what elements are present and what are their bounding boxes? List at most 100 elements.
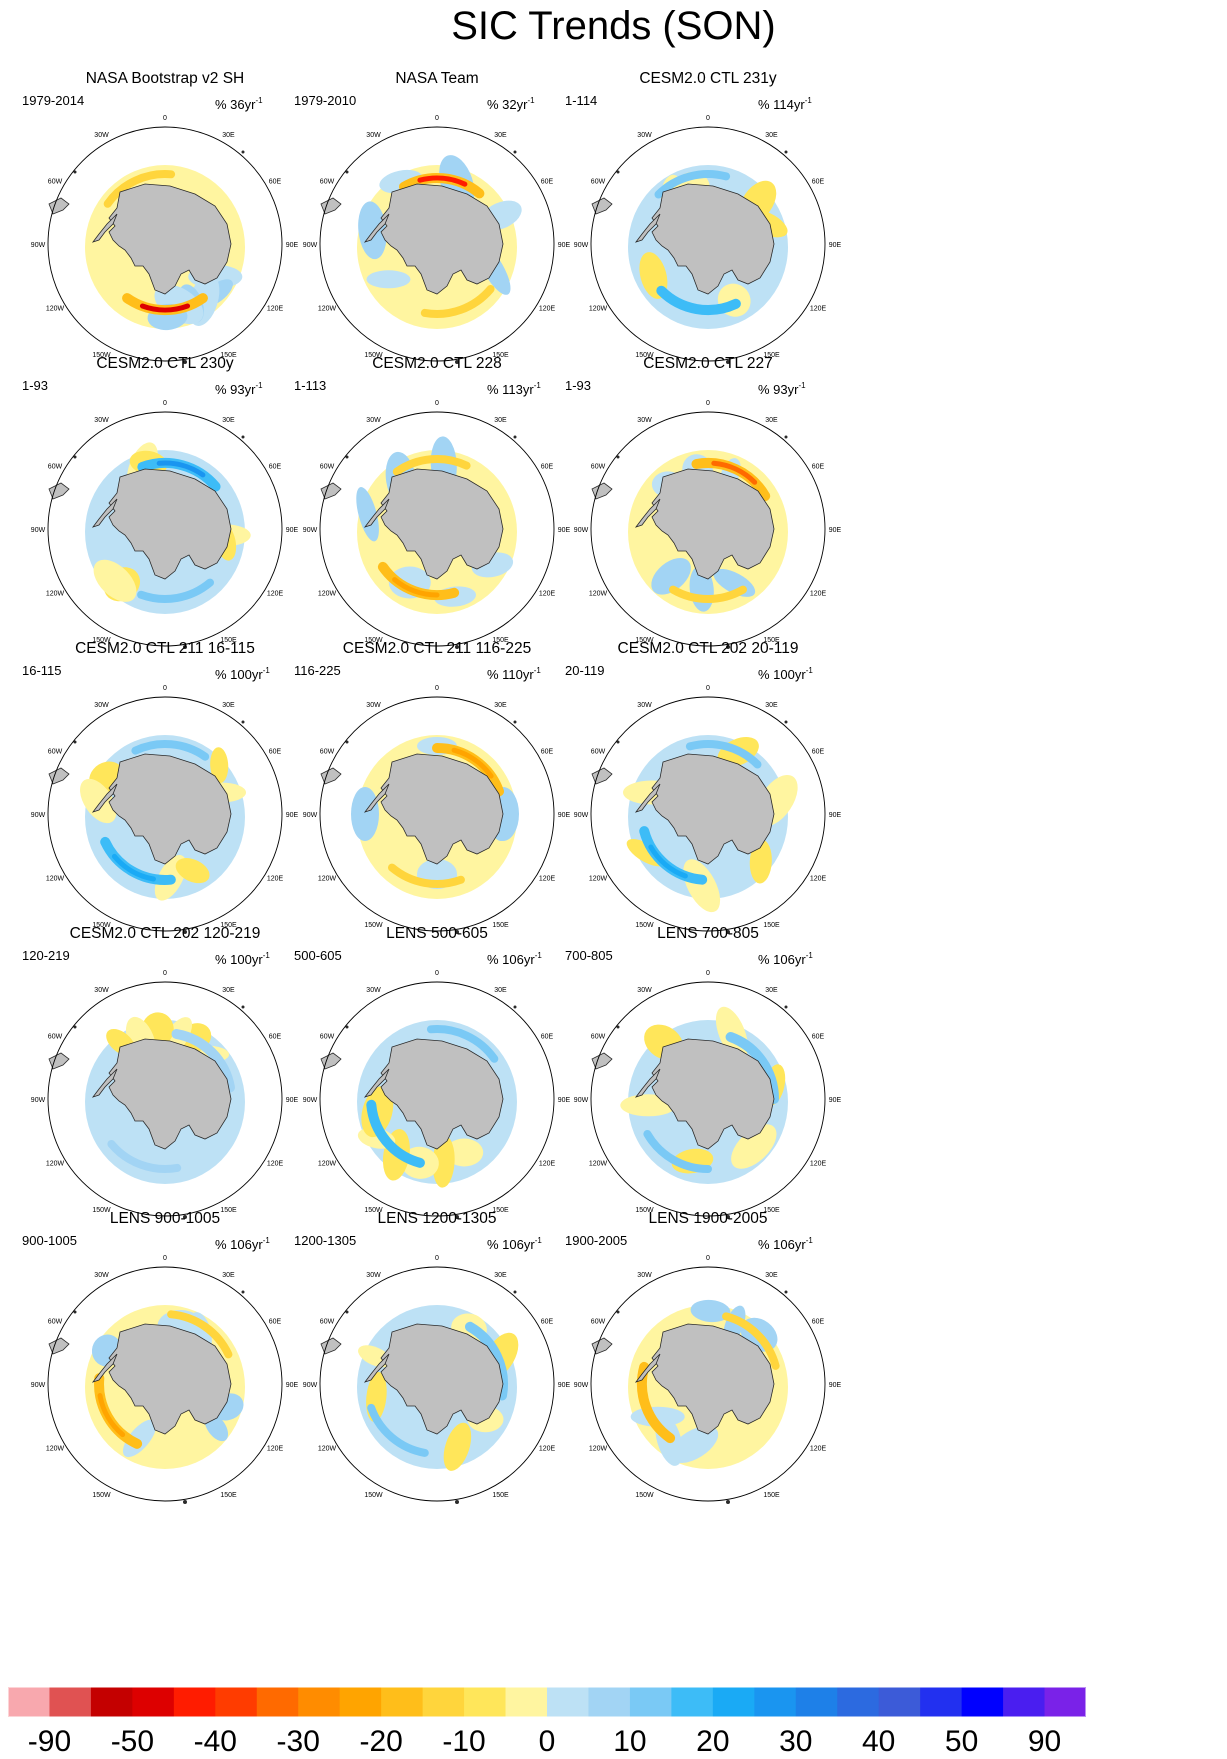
colorbar-label: 20 xyxy=(696,1725,730,1758)
longitude-label: 90E xyxy=(286,242,299,249)
longitude-label: 30W xyxy=(637,132,652,139)
colorbar-segment xyxy=(90,1687,133,1717)
longitude-label: 0 xyxy=(163,400,167,407)
longitude-label: 150W xyxy=(92,352,111,359)
trend-patch xyxy=(366,270,411,289)
longitude-label: 60W xyxy=(320,1319,335,1326)
trend-band xyxy=(156,460,206,478)
longitude-label: 60W xyxy=(591,749,606,756)
longitude-label: 60W xyxy=(48,749,63,756)
antarctic-peninsula xyxy=(634,783,661,813)
map-panel: CESM2.0 CTL 202 120-219 120-219 % 100yr-1 0… xyxy=(15,925,315,1225)
map-boundary xyxy=(47,696,283,932)
island xyxy=(726,1215,730,1219)
map-boundary xyxy=(319,411,555,647)
trend-band xyxy=(643,1130,712,1173)
island xyxy=(513,720,517,724)
antarctica-landmass xyxy=(380,753,504,865)
longitude-label: 30W xyxy=(637,417,652,424)
colorbar-segment xyxy=(381,1687,424,1717)
longitude-label: 90W xyxy=(303,812,318,819)
longitude-label: 120W xyxy=(589,306,608,313)
antarctica-landmass xyxy=(651,753,775,865)
trend-patch xyxy=(432,1135,455,1188)
south-america-tip xyxy=(591,482,613,500)
polar-map: 030E60E90E120E150E180150W120W90W60W30W xyxy=(574,970,842,1219)
panel-unit: % 36yr-1 xyxy=(215,96,263,112)
longitude-label: 30W xyxy=(366,987,381,994)
panel-title: NASA Bootstrap v2 SH xyxy=(85,70,245,87)
longitude-label: 90E xyxy=(829,812,842,819)
panel-title: CESM2.0 CTL 202 120-219 xyxy=(69,925,261,942)
panel-title: CESM2.0 CTL 211 16-115 xyxy=(75,640,255,657)
longitude-label: 60E xyxy=(812,179,825,186)
longitude-label: 120W xyxy=(46,1161,65,1168)
island xyxy=(726,1500,730,1504)
longitude-label: 90E xyxy=(286,1097,299,1104)
south-america-tip xyxy=(591,197,613,215)
island xyxy=(455,1215,459,1219)
island xyxy=(73,740,77,744)
colorbar-segment xyxy=(256,1687,299,1717)
trend-band xyxy=(97,1393,126,1438)
longitude-label: 150W xyxy=(364,637,383,644)
antarctica-landmass xyxy=(380,1038,504,1150)
panel-period: 20-119 xyxy=(565,663,605,678)
colorbar-segment xyxy=(215,1687,258,1717)
longitude-label: 150W xyxy=(364,1492,383,1499)
map-boundary xyxy=(319,696,555,932)
longitude-label: 30E xyxy=(494,1272,507,1279)
panel-unit: % 100yr-1 xyxy=(215,666,270,682)
antarctic-peninsula xyxy=(634,1068,661,1098)
longitude-label: 150E xyxy=(220,352,237,359)
panel-unit: % 93yr-1 xyxy=(758,381,806,397)
polar-map: 030E60E90E120E150E180150W120W90W60W30W xyxy=(303,400,571,649)
colorbar-segment xyxy=(505,1687,548,1717)
longitude-label: 30W xyxy=(637,987,652,994)
longitude-label: 120E xyxy=(539,1161,556,1168)
longitude-label: 150E xyxy=(492,922,509,929)
trend-patch xyxy=(122,1419,157,1458)
colorbar-label: 50 xyxy=(944,1725,979,1758)
trend-patch xyxy=(356,487,379,542)
antarctica-landmass xyxy=(651,468,775,580)
longitude-label: 120W xyxy=(589,876,608,883)
longitude-label: 60E xyxy=(269,749,282,756)
trend-patch xyxy=(683,859,721,913)
longitude-label: 150E xyxy=(492,352,509,359)
panel-unit: % 110yr-1 xyxy=(487,666,541,682)
antarctica-landmass xyxy=(108,1038,232,1150)
trend-band xyxy=(107,1140,182,1173)
longitude-label: 150W xyxy=(92,1492,111,1499)
longitude-label: 0 xyxy=(163,1255,167,1262)
map-boundary xyxy=(590,696,826,932)
south-america-tip xyxy=(320,1052,342,1070)
longitude-label: 90W xyxy=(574,812,589,819)
colorbar-segment xyxy=(878,1687,921,1717)
panel-period: 1200-1305 xyxy=(294,1233,357,1248)
colorbar-label: -30 xyxy=(276,1725,320,1758)
longitude-label: 120E xyxy=(267,876,284,883)
map-boundary xyxy=(319,1266,555,1502)
longitude-label: 120E xyxy=(539,876,556,883)
colorbar xyxy=(8,1687,1086,1717)
island xyxy=(73,170,77,174)
panel-title: CESM2.0 CTL 227 xyxy=(643,355,773,372)
island xyxy=(241,1290,245,1294)
longitude-label: 30E xyxy=(765,132,778,139)
longitude-label: 90E xyxy=(558,242,571,249)
island xyxy=(241,1005,245,1009)
panel-period: 1-113 xyxy=(294,378,327,393)
longitude-label: 60W xyxy=(48,179,63,186)
longitude-label: 30W xyxy=(366,417,381,424)
longitude-label: 60W xyxy=(48,1034,63,1041)
island xyxy=(616,170,620,174)
colorbar-segment xyxy=(671,1687,714,1717)
panel-title: LENS 500-605 xyxy=(386,925,488,942)
map-panel: LENS 500-605 500-605 % 106yr-1 0 30E 60E 90E 12… xyxy=(287,925,587,1225)
south-america-tip xyxy=(48,197,70,215)
longitude-label: 90W xyxy=(31,1382,46,1389)
colorbar-segment xyxy=(339,1687,382,1717)
trend-band xyxy=(103,170,176,208)
longitude-label: 90W xyxy=(574,527,589,534)
